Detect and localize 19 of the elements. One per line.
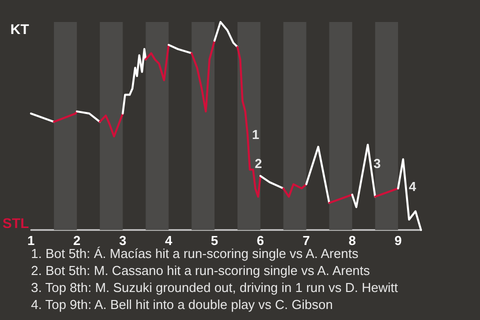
text: 2. Bot 5th: M. Cassano hit a run-scoring single vs A. Arents bbox=[31, 263, 370, 278]
x-tick-label: 5 bbox=[210, 233, 218, 248]
text: 3. Top 8th: M. Suzuki grounded out, driving in 1 run vs D. Hewitt bbox=[31, 280, 398, 295]
x-tick-label: 6 bbox=[256, 233, 264, 248]
annotation: 1 bbox=[252, 126, 260, 142]
annotation: 2 bbox=[254, 156, 262, 171]
text: KT bbox=[10, 21, 30, 37]
x-tick-label: 8 bbox=[348, 233, 356, 248]
x-tick-label: 9 bbox=[394, 233, 402, 248]
x-tick-label: 2 bbox=[73, 233, 80, 248]
annotation: 4 bbox=[408, 178, 417, 194]
x-tick-label: 4 bbox=[165, 233, 174, 248]
text: 4. Top 9th: A. Bell hit into a double play vs C. Gibson bbox=[31, 297, 333, 312]
annotation: 3 bbox=[374, 156, 381, 171]
x-tick-label: 7 bbox=[302, 233, 310, 248]
text: STL bbox=[2, 215, 30, 231]
x-tick-label: 1 bbox=[27, 233, 35, 248]
x-tick-label: 3 bbox=[119, 233, 126, 248]
text: 1. Bot 5th: Á. Macías hit a run-scoring single vs A. Arents bbox=[31, 246, 359, 261]
